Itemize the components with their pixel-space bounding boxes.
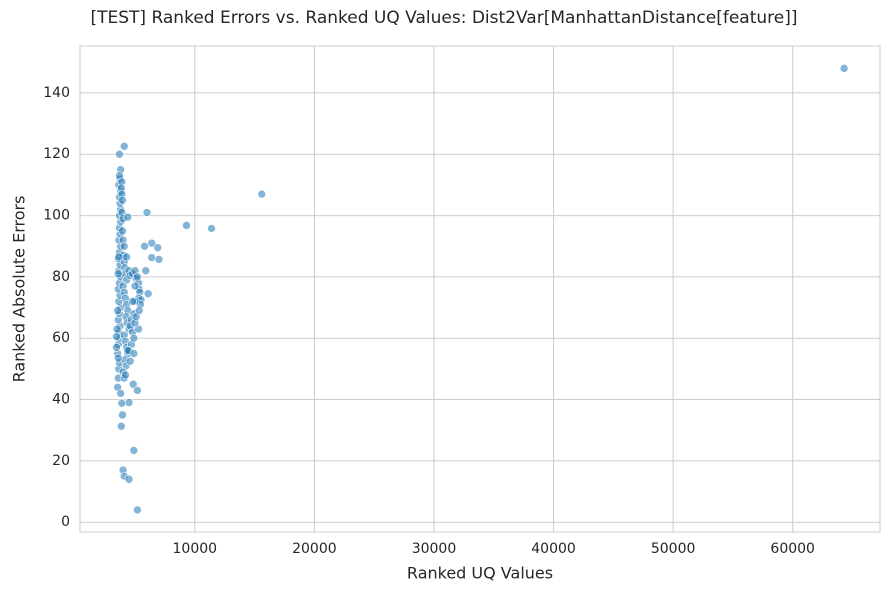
- point: [113, 353, 123, 363]
- point: [113, 269, 123, 279]
- point: [142, 208, 152, 217]
- plot-area: [79, 45, 881, 533]
- point: [121, 370, 130, 380]
- point: [119, 141, 129, 151]
- y-tick-label: 20: [52, 453, 70, 469]
- point: [207, 224, 216, 233]
- point: [147, 238, 157, 248]
- point: [129, 349, 139, 358]
- y-tick-label: 120: [43, 146, 70, 162]
- y-tick-label: 60: [52, 330, 70, 346]
- point: [141, 266, 151, 276]
- point: [119, 241, 129, 251]
- y-tick-label: 80: [52, 269, 70, 285]
- point: [182, 221, 191, 230]
- point: [124, 398, 134, 407]
- point: [115, 149, 124, 159]
- point: [153, 243, 163, 253]
- y-tick-label: 100: [43, 208, 70, 224]
- point: [134, 306, 144, 315]
- point: [118, 195, 127, 205]
- point: [128, 379, 138, 389]
- point: [118, 410, 127, 420]
- point: [123, 212, 133, 222]
- y-tick-label: 40: [52, 392, 70, 408]
- point: [129, 333, 139, 343]
- point: [124, 474, 134, 484]
- x-tick-label: 50000: [651, 541, 696, 557]
- point: [140, 241, 149, 251]
- point: [154, 255, 164, 264]
- point: [147, 253, 157, 262]
- point: [128, 297, 137, 306]
- point: [122, 252, 131, 262]
- y-tick-label: 0: [61, 514, 70, 530]
- x-tick-label: 30000: [412, 541, 457, 557]
- point: [125, 356, 135, 366]
- x-tick-label: 20000: [292, 541, 337, 557]
- point: [133, 386, 142, 395]
- y-axis-label: Ranked Absolute Errors: [10, 196, 29, 383]
- point: [117, 398, 127, 408]
- point: [133, 505, 142, 515]
- point: [257, 189, 267, 199]
- x-tick-label: 60000: [770, 541, 815, 557]
- point: [114, 252, 124, 262]
- point: [143, 289, 153, 299]
- x-axis-label: Ranked UQ Values: [407, 564, 553, 583]
- y-tick-label: 140: [43, 85, 70, 101]
- point: [116, 389, 125, 398]
- x-tick-label: 40000: [531, 541, 576, 557]
- point: [129, 446, 139, 455]
- point: [118, 226, 127, 236]
- point: [133, 272, 142, 282]
- point: [112, 343, 121, 352]
- chart-title: [TEST] Ranked Errors vs. Ranked UQ Value…: [90, 8, 797, 28]
- x-tick-label: 10000: [173, 541, 218, 557]
- point: [839, 64, 849, 73]
- point: [113, 306, 122, 315]
- point: [112, 332, 121, 341]
- point: [130, 281, 140, 291]
- point: [112, 324, 122, 334]
- point: [116, 421, 126, 431]
